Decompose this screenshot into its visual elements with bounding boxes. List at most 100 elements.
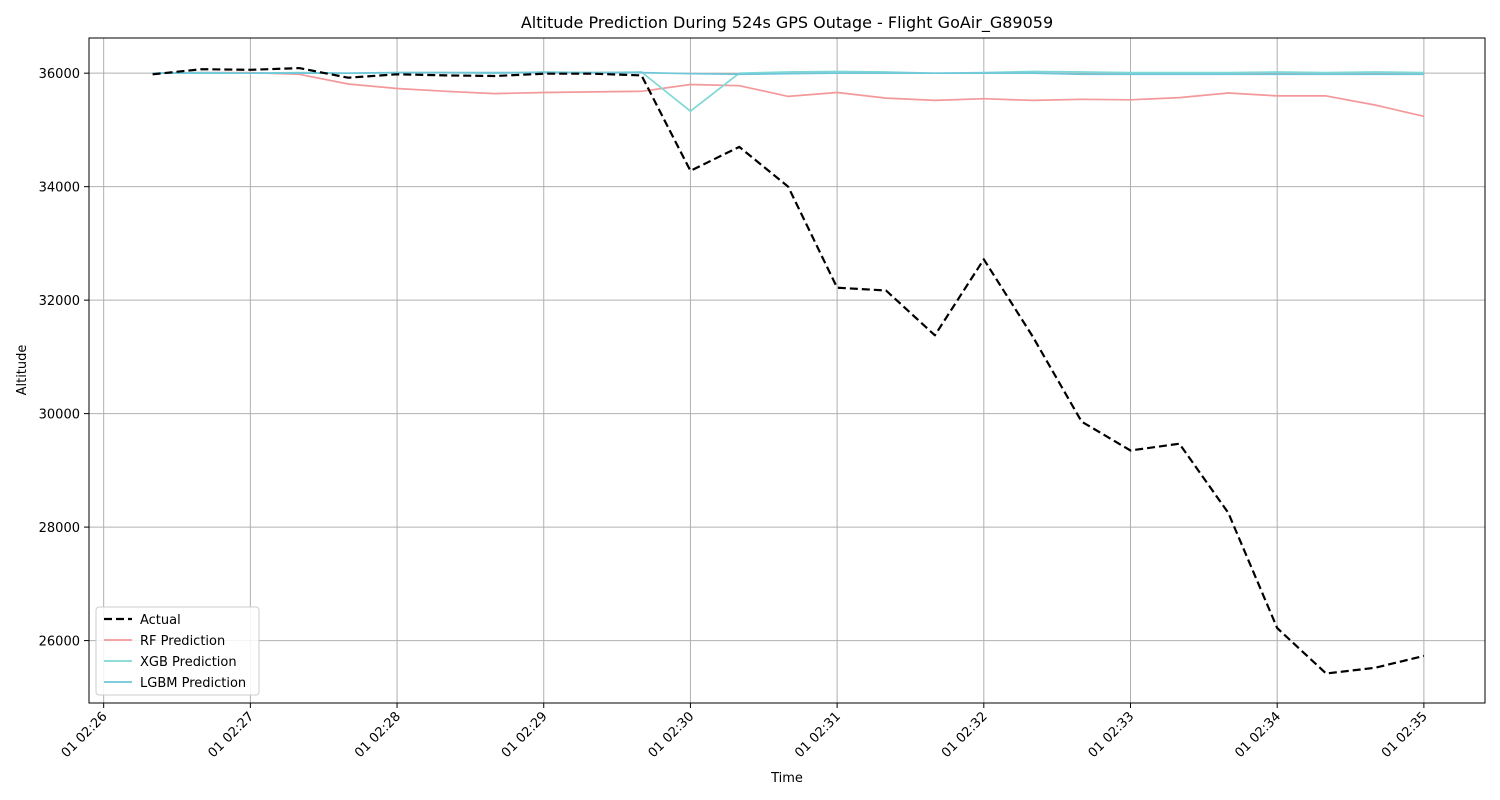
actual-point <box>445 75 446 76</box>
lgbm-prediction-point <box>1032 73 1033 74</box>
actual-point <box>837 287 838 288</box>
rf-prediction-point <box>641 91 642 92</box>
actual-point <box>1277 628 1278 629</box>
y-tick-label: 34000 <box>39 181 80 196</box>
lgbm-prediction-point <box>1325 74 1326 75</box>
actual-point <box>299 67 300 68</box>
rf-prediction-point <box>885 98 886 99</box>
rf-prediction-point <box>690 84 691 85</box>
rf-prediction-point <box>788 96 789 97</box>
actual-point <box>1179 443 1180 444</box>
actual-point <box>1081 421 1082 422</box>
actual-point <box>1130 450 1131 451</box>
lgbm-prediction-point <box>690 73 691 74</box>
rf-prediction-point <box>445 91 446 92</box>
xgb-prediction-point <box>788 71 789 72</box>
rf-prediction-point <box>1179 97 1180 98</box>
actual-point <box>1228 512 1229 513</box>
lgbm-prediction-point <box>1277 74 1278 75</box>
rf-prediction-point <box>1032 100 1033 101</box>
rf-prediction-point <box>837 92 838 93</box>
x-tick-label: 01 02:29 <box>499 709 551 761</box>
rf-prediction-point <box>1228 92 1229 93</box>
actual-point <box>1325 673 1326 674</box>
rf-prediction-point <box>1277 95 1278 96</box>
x-tick-label: 01 02:33 <box>1086 709 1138 761</box>
xgb-prediction-line <box>152 70 1424 113</box>
lgbm-prediction-point <box>299 73 300 74</box>
series-lines <box>152 66 1425 675</box>
xgb-prediction-point <box>1325 72 1326 73</box>
actual-point <box>592 73 593 74</box>
y-axis-ticks: 26000 28000 30000 32000 34000 36000 <box>39 67 89 650</box>
x-tick-label: 01 02:35 <box>1379 709 1431 761</box>
rf-prediction-point <box>1374 104 1375 105</box>
x-tick-label: 01 02:32 <box>939 709 991 761</box>
rf-prediction-point <box>494 93 495 94</box>
x-tick-label: 01 02:27 <box>205 709 257 761</box>
xgb-prediction-point <box>1277 71 1278 72</box>
x-tick-label: 01 02:31 <box>792 709 844 761</box>
lgbm-prediction-point <box>348 73 349 74</box>
y-tick-label: 36000 <box>39 67 80 82</box>
lgbm-prediction-point <box>250 73 251 74</box>
actual-point <box>201 69 202 70</box>
lgbm-prediction-point <box>445 72 446 73</box>
lgbm-prediction-point <box>739 74 740 75</box>
legend-label: RF Prediction <box>140 634 225 649</box>
legend-label: LGBM Prediction <box>140 676 246 691</box>
rf-prediction-point <box>396 88 397 89</box>
actual-point <box>250 69 251 70</box>
lgbm-prediction-point <box>396 72 397 73</box>
lgbm-prediction-point <box>494 72 495 73</box>
rf-prediction-point <box>1130 99 1131 100</box>
actual-point <box>1032 336 1033 337</box>
rf-prediction-point <box>1081 99 1082 100</box>
actual-point <box>641 75 642 76</box>
lgbm-prediction-point <box>592 72 593 73</box>
x-axis-label: Time <box>770 771 803 786</box>
actual-point <box>885 290 886 291</box>
x-tick-label: 01 02:28 <box>352 709 404 761</box>
actual-point <box>983 259 984 260</box>
xgb-prediction-point <box>1228 72 1229 73</box>
lgbm-prediction-point <box>1423 74 1424 75</box>
actual-point <box>348 77 349 78</box>
legend-label: XGB Prediction <box>140 655 237 670</box>
legend-label: Actual <box>140 613 181 628</box>
xgb-prediction-point <box>1374 71 1375 72</box>
xgb-prediction-point <box>1423 72 1424 73</box>
plot-frame <box>88 37 1486 704</box>
rf-prediction-point <box>983 98 984 99</box>
rf-prediction-point <box>1325 95 1326 96</box>
rf-prediction-point <box>934 100 935 101</box>
rf-prediction-point <box>1423 116 1424 117</box>
x-tick-label: 01 02:30 <box>646 709 698 761</box>
actual-point <box>494 75 495 76</box>
chart-title: Altitude Prediction During 524s GPS Outa… <box>521 13 1053 33</box>
xgb-prediction-point <box>1032 71 1033 72</box>
lgbm-prediction-point <box>543 72 544 73</box>
lgbm-prediction-line <box>152 71 1424 76</box>
actual-point <box>690 170 691 171</box>
y-tick-label: 28000 <box>39 521 80 536</box>
xgb-prediction-point <box>1130 72 1131 73</box>
rf-prediction-point <box>739 85 740 86</box>
lgbm-prediction-point <box>1179 74 1180 75</box>
x-tick-label: 01 02:26 <box>59 709 111 761</box>
actual-point <box>1423 655 1424 656</box>
legend-box <box>95 606 260 696</box>
y-tick-label: 32000 <box>39 294 80 309</box>
xgb-prediction-point <box>837 71 838 72</box>
x-tick-label: 01 02:34 <box>1232 709 1284 761</box>
lgbm-prediction-point <box>1130 74 1131 75</box>
legend: Actual RF Prediction XGB Prediction LGBM Pr… <box>95 606 260 696</box>
rf-prediction-line <box>152 71 1425 118</box>
actual-line <box>152 66 1425 675</box>
y-tick-label: 26000 <box>39 635 80 650</box>
lgbm-prediction-point <box>1228 74 1229 75</box>
xgb-prediction-point <box>1179 72 1180 73</box>
lgbm-prediction-point <box>934 73 935 74</box>
lgbm-prediction-point <box>837 73 838 74</box>
xgb-prediction-point <box>1081 71 1082 72</box>
